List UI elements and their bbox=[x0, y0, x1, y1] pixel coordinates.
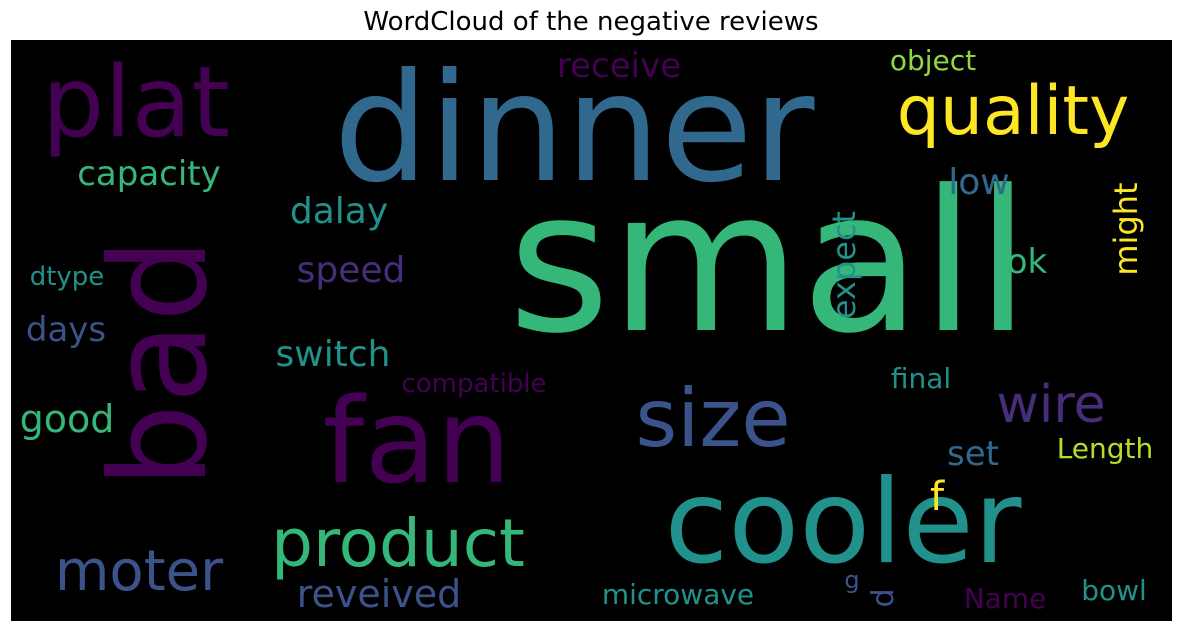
word-dinner: dinner bbox=[334, 42, 815, 216]
word-cooler: cooler bbox=[664, 455, 1021, 590]
word-days: days bbox=[26, 310, 106, 350]
word-quality: quality bbox=[897, 72, 1130, 151]
word-ok: ok bbox=[1007, 242, 1048, 282]
word-receive: receive bbox=[557, 46, 681, 86]
word-d: d bbox=[866, 588, 901, 607]
word-might: might bbox=[1107, 182, 1145, 275]
wordcloud-canvas: small dinner bad plat fan cooler size quality pr… bbox=[11, 40, 1172, 621]
word-compatible: compatible bbox=[401, 369, 546, 399]
word-small: small bbox=[508, 149, 1030, 377]
word-length: Length bbox=[1057, 432, 1154, 465]
word-final: final bbox=[891, 362, 951, 395]
word-name: Name bbox=[964, 582, 1047, 615]
word-size: size bbox=[635, 372, 790, 465]
word-fan: fan bbox=[323, 372, 512, 510]
word-set: set bbox=[947, 434, 999, 474]
word-moter: moter bbox=[55, 539, 224, 604]
word-reveived: reveived bbox=[297, 572, 462, 616]
word-microwave: microwave bbox=[602, 578, 754, 611]
word-g: g bbox=[844, 566, 859, 594]
word-f: f bbox=[930, 474, 945, 520]
word-expect: expect bbox=[825, 211, 863, 319]
word-good: good bbox=[20, 397, 115, 441]
word-product: product bbox=[271, 505, 525, 582]
word-wire: wire bbox=[996, 375, 1105, 435]
word-object: object bbox=[890, 44, 976, 77]
word-dtype: dtype bbox=[30, 262, 105, 292]
word-dalay: dalay bbox=[290, 191, 388, 232]
word-capacity: capacity bbox=[77, 154, 221, 194]
figure-title: WordCloud of the negative reviews bbox=[363, 7, 819, 37]
word-bad: bad bbox=[83, 238, 237, 488]
word-bowl: bowl bbox=[1081, 574, 1147, 607]
word-low: low bbox=[948, 162, 1009, 203]
word-switch: switch bbox=[276, 334, 391, 375]
word-speed: speed bbox=[297, 250, 406, 291]
word-plat: plat bbox=[42, 46, 230, 160]
